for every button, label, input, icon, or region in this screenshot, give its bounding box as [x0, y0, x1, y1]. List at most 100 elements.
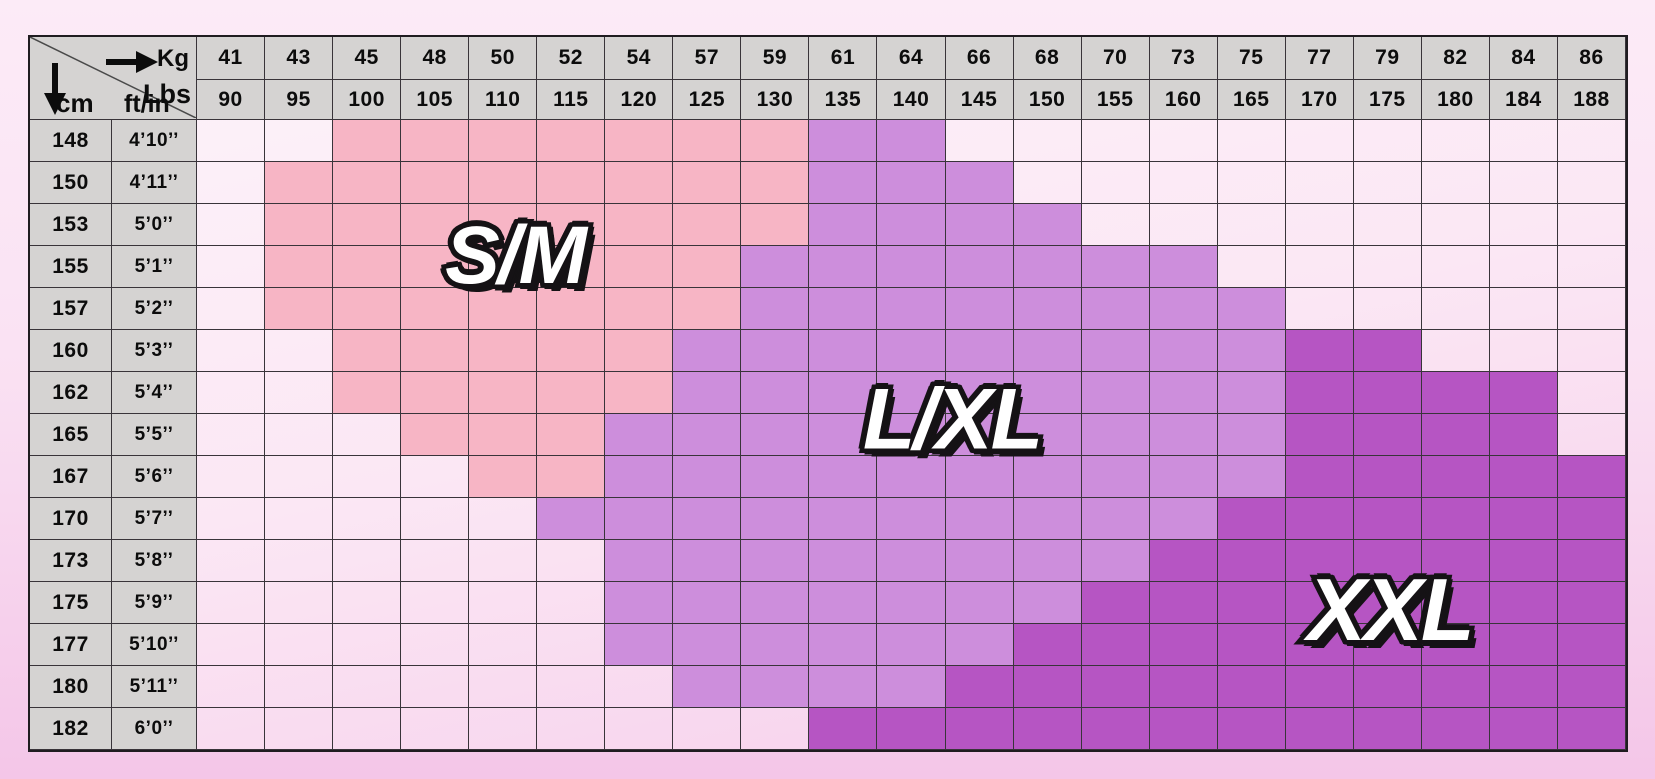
grid-cell	[1081, 414, 1150, 456]
grid-cell	[1285, 120, 1354, 162]
cm-row-header-cell: 162	[30, 372, 112, 414]
grid-cell	[333, 540, 402, 582]
grid-cell	[1421, 540, 1490, 582]
grid-cell	[809, 498, 878, 540]
grid-cell	[1081, 666, 1150, 708]
grid-cell	[333, 666, 402, 708]
cm-row-header-cell: 148	[30, 120, 112, 162]
kg-header-cell: 73	[1149, 37, 1218, 80]
grid-cell	[1081, 540, 1150, 582]
grid-cell	[1081, 498, 1150, 540]
grid-cell	[537, 330, 606, 372]
grid-cell	[1557, 414, 1626, 456]
grid-cell	[945, 582, 1014, 624]
grid-cell	[809, 204, 878, 246]
kg-header-cell: 45	[333, 37, 402, 80]
grid-cell	[1013, 288, 1082, 330]
grid-cell	[1353, 498, 1422, 540]
kg-header-cell: 82	[1421, 37, 1490, 80]
grid-cell	[265, 582, 334, 624]
grid-cell	[605, 204, 674, 246]
grid-cell	[673, 372, 742, 414]
ftin-row-header-cell: 4’10’’	[112, 120, 197, 162]
grid-cell	[265, 456, 334, 498]
grid-cell	[1217, 456, 1286, 498]
grid-cell	[1285, 708, 1354, 750]
ftin-row-header-cell: 5’2’’	[112, 288, 197, 330]
grid-cell	[1421, 162, 1490, 204]
grid-cell	[1557, 582, 1626, 624]
grid-cell	[401, 582, 470, 624]
grid-cell	[1489, 456, 1558, 498]
grid-cell	[1013, 624, 1082, 666]
grid-cell	[469, 162, 538, 204]
grid-cell	[1013, 414, 1082, 456]
cm-row-header-cell: 157	[30, 288, 112, 330]
lbs-header-cell: 120	[605, 80, 674, 120]
grid-cell	[1285, 414, 1354, 456]
grid-cell	[333, 624, 402, 666]
grid-cell	[469, 708, 538, 750]
grid-cell	[1489, 498, 1558, 540]
grid-cell	[265, 708, 334, 750]
ftin-row-header-cell: 4’11’’	[112, 162, 197, 204]
lbs-header-cell: 155	[1081, 80, 1150, 120]
grid-cell	[1217, 708, 1286, 750]
region-label-xxl: XXL	[1303, 556, 1479, 664]
kg-header-cell: 70	[1081, 37, 1150, 80]
grid-cell	[1557, 330, 1626, 372]
grid-cell	[877, 582, 946, 624]
grid-cell	[537, 582, 606, 624]
grid-cell	[809, 330, 878, 372]
grid-cell	[1149, 582, 1218, 624]
grid-cell	[1217, 120, 1286, 162]
grid-cell	[1353, 708, 1422, 750]
ftin-row-header-cell: 5’0’’	[112, 204, 197, 246]
grid-cell	[537, 456, 606, 498]
grid-cell	[1081, 708, 1150, 750]
grid-cell	[537, 708, 606, 750]
grid-cell	[197, 624, 266, 666]
grid-cell	[1557, 288, 1626, 330]
grid-cell	[809, 120, 878, 162]
grid-cell	[537, 162, 606, 204]
grid-cell	[1081, 204, 1150, 246]
grid-cell	[605, 162, 674, 204]
ftin-row-header-cell: 5’6’’	[112, 456, 197, 498]
grid-cell	[1421, 120, 1490, 162]
grid-cell	[1353, 666, 1422, 708]
grid-cell	[401, 288, 470, 330]
grid-cell	[1353, 204, 1422, 246]
cm-row-header-cell: 170	[30, 498, 112, 540]
grid-cell	[605, 414, 674, 456]
grid-cell	[1285, 162, 1354, 204]
lbs-header-cell: 100	[333, 80, 402, 120]
lbs-header-cell: 115	[537, 80, 606, 120]
grid-cell	[1013, 372, 1082, 414]
grid-cell	[333, 708, 402, 750]
grid-cell	[945, 456, 1014, 498]
grid-cell	[1489, 666, 1558, 708]
grid-cell	[1421, 372, 1490, 414]
kg-header-cell: 48	[401, 37, 470, 80]
grid-cell	[1013, 498, 1082, 540]
kg-axis-label: Kg	[157, 45, 189, 72]
grid-cell	[1489, 624, 1558, 666]
grid-cell	[1489, 288, 1558, 330]
grid-cell	[1149, 498, 1218, 540]
grid-cell	[741, 246, 810, 288]
grid-cell	[1489, 330, 1558, 372]
grid-cell	[1081, 624, 1150, 666]
lbs-header-cell: 105	[401, 80, 470, 120]
grid-cell	[673, 456, 742, 498]
grid-cell	[741, 330, 810, 372]
grid-cell	[469, 120, 538, 162]
grid-cell	[401, 624, 470, 666]
grid-cell	[333, 372, 402, 414]
grid-cell	[401, 708, 470, 750]
grid-cell	[265, 246, 334, 288]
grid-cell	[265, 120, 334, 162]
grid-cell	[1081, 288, 1150, 330]
ftin-row-header-cell: 5’3’’	[112, 330, 197, 372]
lbs-header-cell: 180	[1421, 80, 1490, 120]
